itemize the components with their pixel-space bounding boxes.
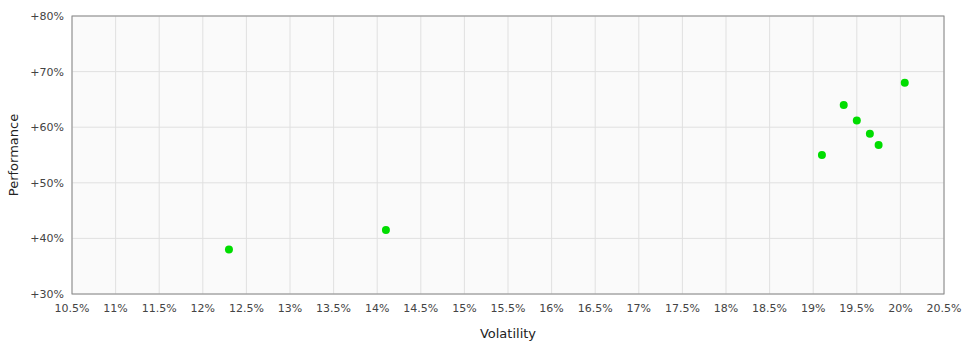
x-tick-label: 17% bbox=[627, 302, 651, 315]
x-grid-line bbox=[464, 16, 465, 294]
x-grid-line bbox=[202, 16, 203, 294]
x-tick-label: 11.5% bbox=[142, 302, 177, 315]
scatter-point bbox=[853, 117, 861, 125]
y-tick-label: +30% bbox=[30, 288, 64, 301]
x-tick-label: 13.5% bbox=[316, 302, 351, 315]
y-tick-label: +60% bbox=[30, 121, 64, 134]
x-tick-label: 18.5% bbox=[752, 302, 787, 315]
y-grid-line bbox=[72, 238, 944, 239]
x-tick-label: 19.5% bbox=[839, 302, 874, 315]
x-grid-line bbox=[595, 16, 596, 294]
x-grid-line bbox=[333, 16, 334, 294]
x-tick-label: 18% bbox=[714, 302, 738, 315]
scatter-point bbox=[225, 246, 233, 254]
x-tick-label: 10.5% bbox=[55, 302, 90, 315]
y-tick-label: +70% bbox=[30, 66, 64, 79]
scatter-point bbox=[875, 141, 883, 149]
y-grid-line bbox=[72, 182, 944, 183]
y-tick-label: +40% bbox=[30, 232, 64, 245]
x-grid-line bbox=[551, 16, 552, 294]
plot-background bbox=[72, 16, 944, 294]
x-grid-line bbox=[813, 16, 814, 294]
x-tick-label: 20.5% bbox=[927, 302, 962, 315]
y-tick-label: +80% bbox=[30, 10, 64, 23]
y-tick-label: +50% bbox=[30, 177, 64, 190]
points bbox=[225, 79, 909, 254]
x-axis-label: Volatility bbox=[480, 326, 536, 341]
x-grid-line bbox=[508, 16, 509, 294]
y-grid-line bbox=[72, 71, 944, 72]
x-tick-label: 14.5% bbox=[403, 302, 438, 315]
x-grid-line bbox=[420, 16, 421, 294]
x-tick-label: 12.5% bbox=[229, 302, 264, 315]
y-axis-label: Performance bbox=[6, 114, 21, 196]
tick-labels: 10.5% 11% 11.5% 12% 12.5% 13% 13.5% 14% 14.5% 15%… bbox=[30, 10, 961, 315]
x-tick-label: 13% bbox=[278, 302, 302, 315]
grid bbox=[72, 16, 944, 294]
x-grid-line bbox=[726, 16, 727, 294]
x-grid-line bbox=[159, 16, 160, 294]
x-tick-label: 20% bbox=[888, 302, 912, 315]
x-grid-line bbox=[638, 16, 639, 294]
y-grid-line bbox=[72, 127, 944, 128]
x-tick-label: 15% bbox=[452, 302, 476, 315]
scatter-point bbox=[901, 79, 909, 87]
x-grid-line bbox=[290, 16, 291, 294]
x-tick-label: 16% bbox=[539, 302, 563, 315]
scatter-point bbox=[382, 226, 390, 234]
x-tick-label: 15.5% bbox=[491, 302, 526, 315]
scatter-point bbox=[866, 130, 874, 138]
x-tick-label: 12% bbox=[191, 302, 215, 315]
x-tick-label: 16.5% bbox=[578, 302, 613, 315]
scatter-point bbox=[840, 101, 848, 109]
page: {"chart_data": {"type": "scatter", "xlab… bbox=[0, 0, 966, 350]
chart-container: 10.5% 11% 11.5% 12% 12.5% 13% 13.5% 14% 14.5% 15%… bbox=[0, 0, 966, 350]
x-tick-label: 19% bbox=[801, 302, 825, 315]
x-grid-line bbox=[900, 16, 901, 294]
x-tick-label: 11% bbox=[103, 302, 127, 315]
x-tick-label: 17.5% bbox=[665, 302, 700, 315]
x-grid-line bbox=[769, 16, 770, 294]
x-grid-line bbox=[246, 16, 247, 294]
chart-svg: 10.5% 11% 11.5% 12% 12.5% 13% 13.5% 14% 14.5% 15%… bbox=[0, 0, 966, 350]
x-tick-label: 14% bbox=[365, 302, 389, 315]
plot-frame bbox=[72, 16, 944, 294]
x-grid-line bbox=[856, 16, 857, 294]
x-grid-line bbox=[377, 16, 378, 294]
x-grid-line bbox=[115, 16, 116, 294]
x-grid-line bbox=[682, 16, 683, 294]
scatter-point bbox=[818, 151, 826, 159]
